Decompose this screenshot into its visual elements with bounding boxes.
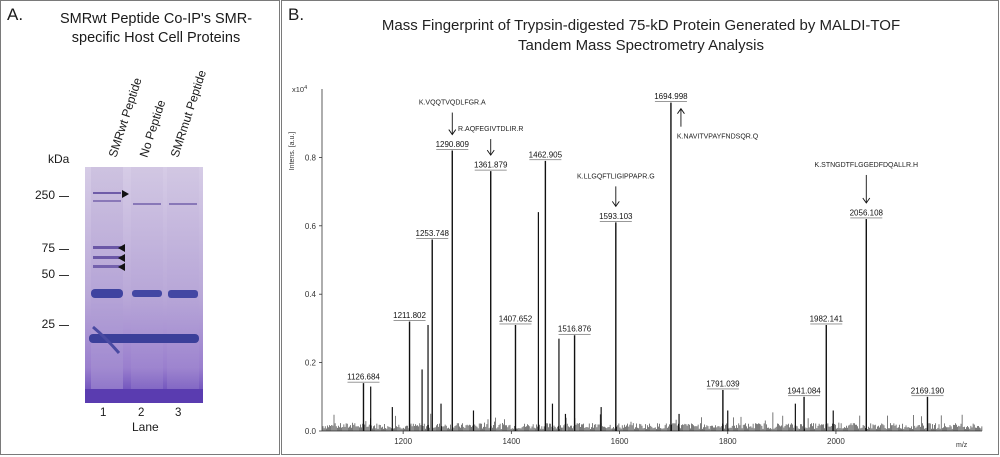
mw-marker-50: 50 [41,267,55,281]
y-tick-label: 0.6 [305,222,317,231]
band-arrow-250-icon [122,190,129,198]
y-axis-label: Intens. [a.u.] [289,132,296,171]
sequence-annotation: K.VQQTVQDLFGR.A [419,100,486,107]
x-tick-label: 2000 [827,437,845,446]
chart-title-line2: Tandem Mass Spectrometry Analysis [518,37,764,54]
mw-tick [59,275,69,276]
panel-b-label: B. [288,5,305,24]
x-axis-label: m/z [956,442,968,449]
y-tick-label: 0.8 [305,153,317,162]
mw-tick [59,249,69,250]
x-tick-label: 1200 [394,437,412,446]
mw-marker-25: 25 [41,317,55,331]
lane-label-no-peptide: No Peptide [136,98,169,159]
mw-tick [59,325,69,326]
peak-label: 1211.802 [393,311,426,320]
peak-label: 1361.879 [474,161,508,170]
x-tick-label: 1400 [502,437,520,446]
peak-label: 1791.039 [706,379,740,388]
gel-title-line1: SMRwt Peptide Co-IP's SMR- [59,11,253,27]
x-tick-label: 1800 [719,437,737,446]
lane-number-1: 1 [100,407,107,419]
mass-spectrum-chart: x104 Intens. [a.u.] m/z 0.0 0.2 0.4 0.6 0.8 1… [289,85,983,449]
peak-label: 1982.141 [810,314,844,323]
sequence-annotation: R.AQFEGIVTDLIR.R [458,126,523,133]
sequence-annotation: K.NAVITVPAYFNDSQR.Q [677,134,759,141]
lane-label-smrmut: SMRmut Peptide [167,68,210,159]
sequence-annotation: K.STNGDTFLGGEDFDQALLR.H [815,162,918,169]
panel-a-label: A. [7,5,24,24]
mw-marker-75: 75 [41,241,55,255]
gel-title-line2: specific Host Cell Proteins [71,30,241,46]
band-arrow-icon [118,254,125,262]
peak-label: 1407.652 [499,314,533,323]
peak-label: 1516.876 [558,325,592,334]
peak-label: 1593.103 [599,212,633,221]
annotation-arrowhead-icon [862,197,871,204]
mw-marker-250: 250 [34,188,55,202]
y-tick-label: 0.0 [305,427,317,436]
gel-title: SMRwt Peptide Co-IP's SMR- specific Host… [41,10,271,48]
y-tick-label: 0.2 [305,359,317,368]
annotation-arrowhead-icon [448,129,457,136]
mw-tick [59,196,69,197]
peak-label: 2169.190 [911,386,945,395]
y-multiplier-label: x104 [292,85,307,94]
annotation-arrowhead-icon [677,107,685,114]
kda-label: kDa [48,152,70,166]
peak-label: 1126.684 [347,373,380,382]
sequence-annotation: K.LLGQFTLIGIPPAPR.G [577,173,655,180]
chart-title-line1: Mass Fingerprint of Trypsin-digested 75-… [381,17,901,34]
peak-label: 1290.809 [436,140,470,149]
peak-label: 1462.905 [529,150,563,159]
peak-label: 1941.084 [787,386,821,395]
panel-a-gel: A. SMRwt Peptide Co-IP's SMR- specific H… [0,0,280,455]
gel-image [85,167,203,403]
band-arrow-icon [118,244,125,252]
annotation-arrowhead-icon [486,149,495,156]
x-tick-label: 1600 [611,437,629,446]
lane-number-3: 3 [175,407,182,419]
y-tick-label: 0.4 [305,290,317,299]
lane-number-2: 2 [138,407,145,419]
band-arrow-icon [118,263,125,271]
peak-label: 1694.998 [654,92,688,101]
panel-b-spectrum: B. Mass Fingerprint of Trypsin-digested … [281,0,999,455]
annotation-arrowhead-icon [611,201,620,208]
peak-label: 2056.108 [850,208,884,217]
lane-axis-label: Lane [132,420,159,434]
peak-label: 1253.748 [416,229,450,238]
